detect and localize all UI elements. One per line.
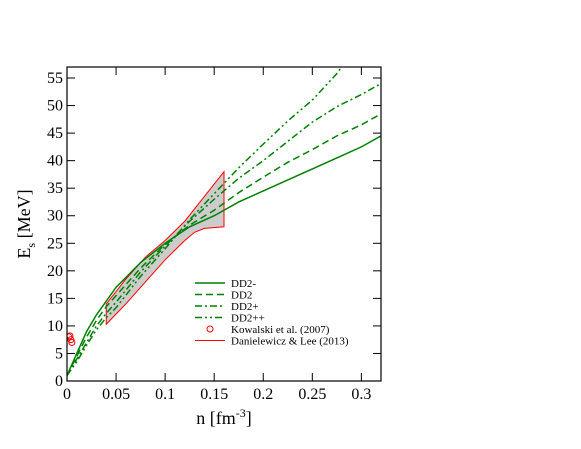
- x-tick-label: 0.3: [351, 386, 371, 403]
- x-tick-label: 0.1: [155, 386, 175, 403]
- y-tick-label: 55: [47, 70, 63, 87]
- y-tick-label: 15: [47, 290, 63, 307]
- y-tick-label: 40: [47, 153, 63, 170]
- data-point: [68, 338, 76, 346]
- plot-frame: [66, 66, 382, 382]
- series-line: [67, 67, 343, 376]
- legend-label: DD2++: [231, 313, 265, 325]
- y-tick-label: 0: [55, 373, 63, 390]
- x-label-main: n [fm: [196, 408, 236, 428]
- legend-label: Kowalski et al. (2007): [231, 324, 330, 336]
- legend-label: DD2-: [231, 278, 256, 290]
- series-line: [67, 113, 381, 376]
- legend-label: DD2: [231, 290, 252, 302]
- y-tick-label: 45: [47, 125, 63, 142]
- series-line: [67, 135, 381, 376]
- x-axis-label: n [fm-3]: [196, 406, 252, 428]
- x-label-end: ]: [246, 408, 252, 428]
- x-tick-label: 0.25: [298, 386, 326, 403]
- y-tick-label: 30: [47, 208, 63, 225]
- x-tick-label: 0.15: [200, 386, 228, 403]
- legend-label: DD2+: [231, 301, 259, 313]
- x-tick-label: 0.05: [102, 386, 130, 403]
- y-tick-label: 5: [55, 345, 63, 362]
- y-axis-label: Es [MeV]: [14, 189, 38, 258]
- y-label-main: E: [14, 248, 34, 259]
- y-tick-label: 35: [47, 180, 63, 197]
- x-tick-label: 0.2: [253, 386, 273, 403]
- data-point: [67, 332, 74, 340]
- y-label-sub: s: [24, 243, 38, 248]
- y-tick-label: 20: [47, 263, 63, 280]
- legend-swatch: [206, 325, 214, 333]
- y-tick-label: 10: [47, 318, 63, 335]
- legend-label: Danielewicz & Lee (2013): [231, 336, 349, 348]
- y-tick-label: 50: [47, 98, 63, 115]
- y-label-end: [MeV]: [14, 189, 34, 242]
- plot-area: [67, 67, 381, 376]
- series-line: [67, 82, 381, 376]
- y-tick-label: 25: [47, 235, 63, 252]
- x-tick-label: 0: [63, 386, 71, 403]
- x-label-sup: -3: [236, 406, 246, 420]
